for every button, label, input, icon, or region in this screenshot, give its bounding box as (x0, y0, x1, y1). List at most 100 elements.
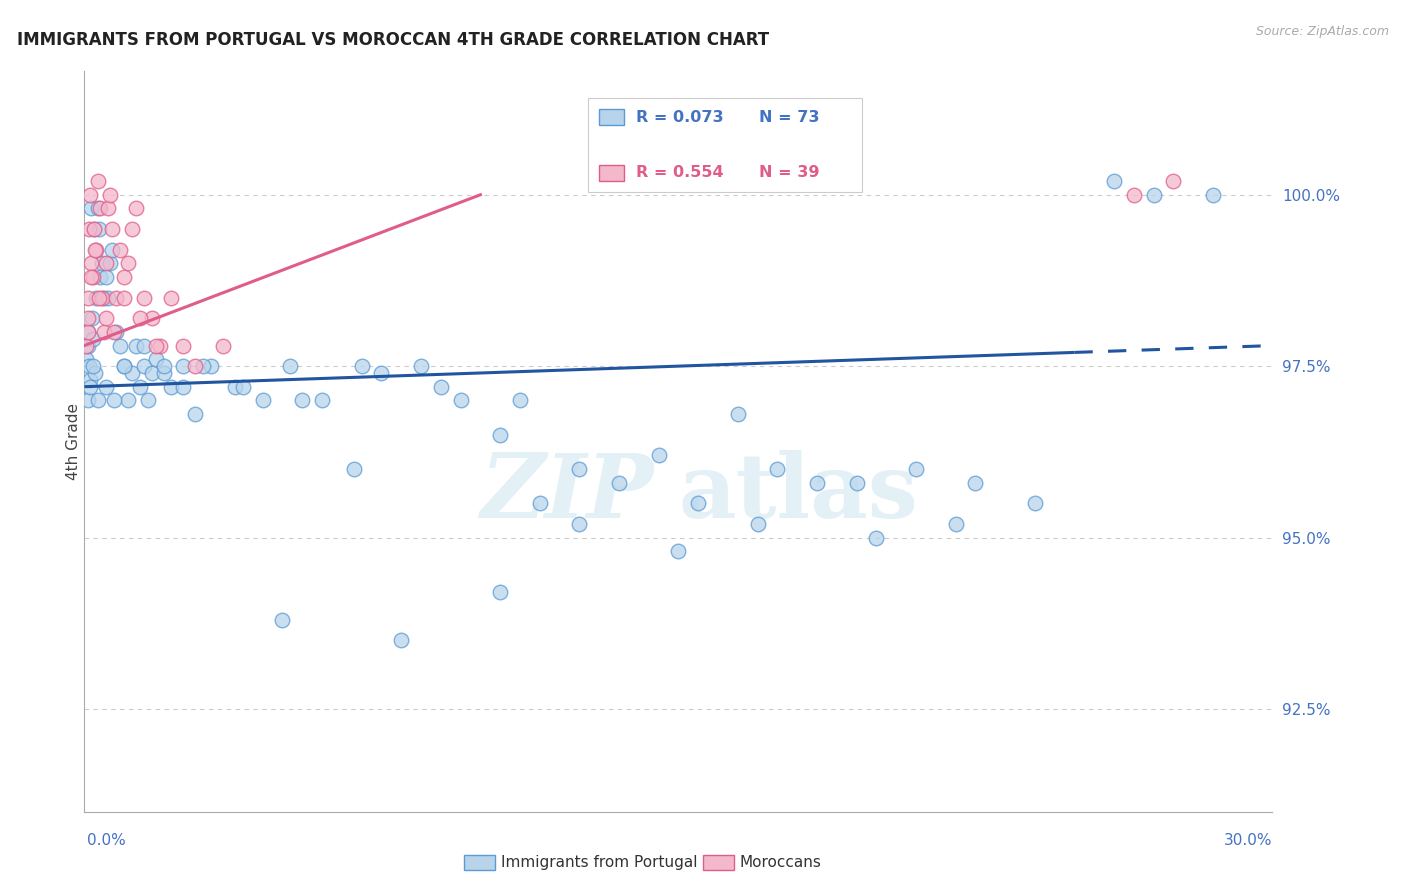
Point (108, 338, 131, 352)
Text: R = 0.554: R = 0.554 (636, 165, 723, 179)
Point (845, 475, 868, 490)
Y-axis label: 4th Grade: 4th Grade (66, 403, 80, 480)
Point (93, 325, 115, 339)
Point (668, 544, 690, 558)
Point (389, 633, 412, 648)
Point (905, 462, 928, 476)
Point (1163, 174, 1185, 188)
Point (94, 256, 117, 270)
Point (103, 393, 125, 408)
Point (87, 393, 110, 408)
Point (121, 222, 143, 236)
Point (184, 407, 207, 421)
Point (806, 475, 828, 490)
Point (136, 393, 159, 408)
Point (79, 380, 101, 394)
Point (343, 462, 366, 476)
Point (89, 202, 111, 216)
Point (945, 516, 967, 531)
Point (82, 359, 104, 373)
Point (77, 359, 100, 373)
Text: 0.0%: 0.0% (87, 833, 127, 847)
Point (94, 270, 117, 285)
Point (965, 475, 987, 490)
Point (132, 291, 155, 305)
Point (79, 187, 101, 202)
Point (91, 256, 114, 270)
Point (83, 222, 105, 236)
Point (77, 325, 100, 339)
Point (409, 359, 432, 373)
Point (149, 338, 172, 352)
Point (112, 359, 135, 373)
Point (89, 270, 111, 285)
Point (75, 352, 97, 367)
Point (232, 380, 254, 394)
Point (350, 359, 373, 373)
Point (172, 359, 194, 373)
Point (125, 338, 148, 352)
Point (865, 531, 887, 545)
Point (84, 366, 107, 380)
Point (489, 427, 512, 442)
Point (101, 222, 124, 236)
Point (450, 393, 472, 408)
Point (80, 270, 103, 285)
Point (84, 291, 107, 305)
Point (224, 380, 246, 394)
Point (291, 393, 314, 408)
Point (727, 407, 749, 421)
Point (76, 311, 98, 326)
Text: 30.0%: 30.0% (1225, 833, 1272, 847)
Point (76, 338, 98, 352)
Point (103, 325, 125, 339)
Point (1024, 496, 1046, 510)
Point (128, 380, 150, 394)
Point (568, 462, 591, 476)
Text: atlas: atlas (679, 450, 918, 537)
Point (75, 338, 97, 352)
Point (79, 373, 101, 387)
Point (80, 202, 103, 216)
Point (112, 291, 135, 305)
Point (200, 359, 222, 373)
Point (141, 366, 163, 380)
Point (108, 243, 131, 257)
Point (91, 291, 114, 305)
Point (647, 448, 669, 462)
Point (87, 174, 110, 188)
Point (141, 311, 163, 326)
Text: IMMIGRANTS FROM PORTUGAL VS MOROCCAN 4TH GRADE CORRELATION CHART: IMMIGRANTS FROM PORTUGAL VS MOROCCAN 4TH… (17, 31, 769, 49)
Point (98, 256, 121, 270)
Point (76, 291, 98, 305)
Point (747, 516, 769, 531)
Point (172, 380, 194, 394)
Point (1102, 174, 1125, 188)
Point (77, 222, 100, 236)
Point (252, 393, 274, 408)
Point (117, 256, 139, 270)
Text: N = 73: N = 73 (759, 111, 820, 125)
Point (112, 270, 135, 285)
Point (97, 202, 120, 216)
Point (688, 496, 710, 510)
Point (278, 359, 301, 373)
Point (1202, 187, 1225, 202)
Point (121, 366, 143, 380)
Point (311, 393, 333, 408)
Point (93, 291, 115, 305)
Point (271, 613, 294, 627)
Point (77, 325, 100, 339)
Point (152, 366, 174, 380)
Point (76, 393, 98, 408)
Point (1122, 187, 1144, 202)
Point (105, 325, 128, 339)
Text: R = 0.073: R = 0.073 (636, 111, 723, 125)
Point (82, 270, 104, 285)
Point (145, 352, 167, 367)
Point (112, 359, 135, 373)
Point (184, 359, 207, 373)
Point (94, 311, 117, 326)
Point (98, 187, 121, 202)
Point (101, 243, 124, 257)
